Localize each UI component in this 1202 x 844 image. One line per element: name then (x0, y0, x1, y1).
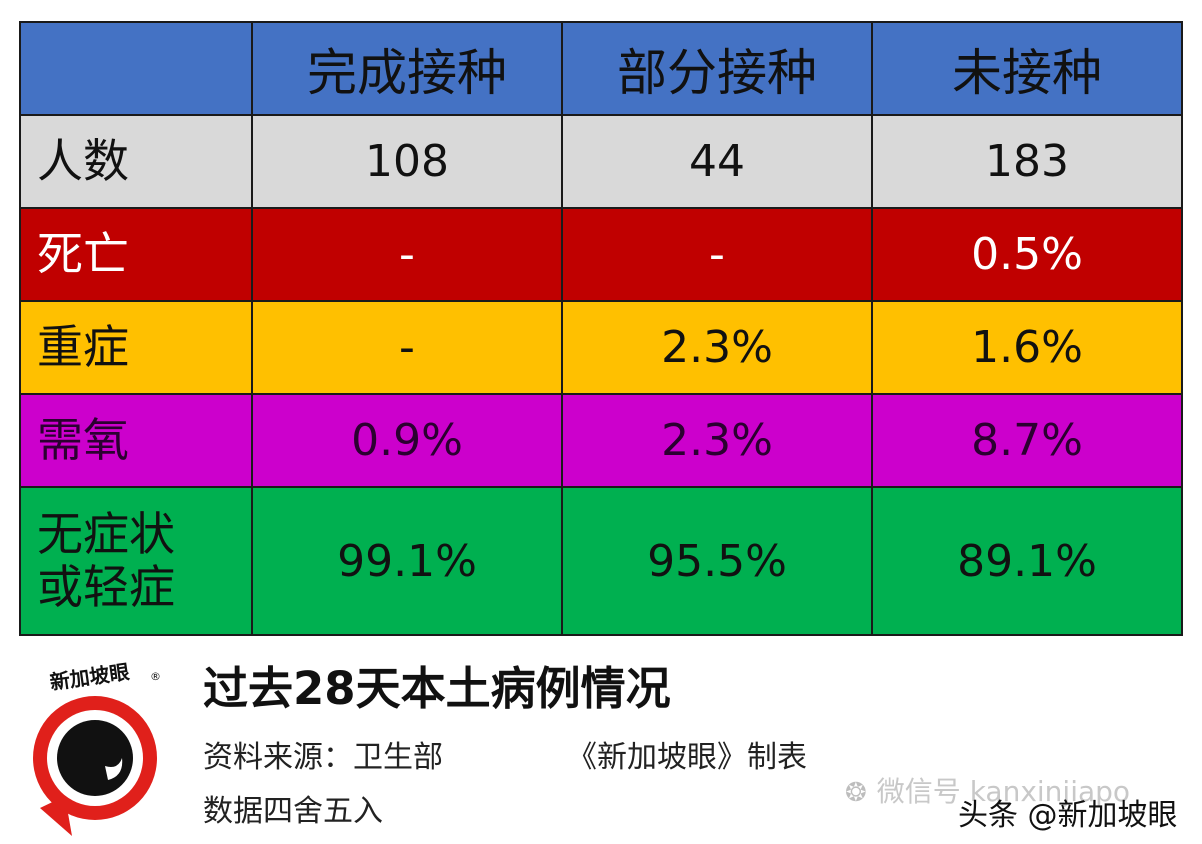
cell-value: 95.5% (561, 486, 873, 636)
brand-logo: 新加坡眼 ® (10, 658, 180, 838)
cell-value: 2.3% (561, 393, 873, 488)
cell-value: 99.1% (251, 486, 563, 636)
cell-value: 2.3% (561, 300, 873, 395)
wechat-icon: ❂ (845, 778, 867, 808)
cell-value: 89.1% (871, 486, 1183, 636)
cell-value: 183 (871, 114, 1183, 209)
row-death: 死亡 - - 0.5% (19, 207, 1183, 302)
registered-mark: ® (150, 670, 161, 683)
row-mild: 无症状 或轻症 99.1% 95.5% 89.1% (19, 486, 1183, 636)
header-fully-vaccinated: 完成接种 (251, 21, 563, 116)
wechat-watermark-text: 微信号 kanxinjiapo (876, 775, 1131, 808)
cell-value: 44 (561, 114, 873, 209)
row-label-severe: 重症 (19, 300, 253, 395)
logo-text: 新加坡眼 (48, 660, 131, 695)
header-row: 完成接种 部分接种 未接种 (19, 21, 1183, 116)
corner-cell (19, 21, 253, 116)
row-label-mild: 无症状 或轻症 (19, 486, 253, 636)
cell-value: 0.5% (871, 207, 1183, 302)
header-unvaccinated: 未接种 (871, 21, 1183, 116)
row-severe: 重症 - 2.3% 1.6% (19, 300, 1183, 395)
row-oxygen: 需氧 0.9% 2.3% 8.7% (19, 393, 1183, 488)
cell-value: - (251, 300, 563, 395)
toutiao-watermark: 头条 @新加坡眼 (958, 798, 1178, 833)
vaccination-stats-table: 完成接种 部分接种 未接种 人数 108 44 183 死亡 - - 0.5% … (19, 21, 1183, 636)
cell-value: - (251, 207, 563, 302)
eye-logo-icon: 新加坡眼 ® (33, 660, 161, 836)
row-label-count: 人数 (19, 114, 253, 209)
cell-value: 108 (251, 114, 563, 209)
rounding-note: 数据四舍五入 (203, 794, 383, 829)
row-label-death: 死亡 (19, 207, 253, 302)
wechat-watermark: ❂ 微信号 kanxinjiapo (845, 770, 1130, 810)
credit-note: 《新加坡眼》制表 (567, 740, 807, 775)
cell-value: 1.6% (871, 300, 1183, 395)
footer-title: 过去28天本土病例情况 (203, 662, 671, 715)
cell-value: 0.9% (251, 393, 563, 488)
source-note: 资料来源：卫生部 (203, 740, 443, 775)
row-label-oxygen: 需氧 (19, 393, 253, 488)
header-partially-vaccinated: 部分接种 (561, 21, 873, 116)
row-count: 人数 108 44 183 (19, 114, 1183, 209)
footer: 新加坡眼 ® 过去28天本土病例情况 资料来源：卫生部 《新加坡眼》制表 数据四… (0, 640, 1202, 844)
cell-value: - (561, 207, 873, 302)
cell-value: 8.7% (871, 393, 1183, 488)
